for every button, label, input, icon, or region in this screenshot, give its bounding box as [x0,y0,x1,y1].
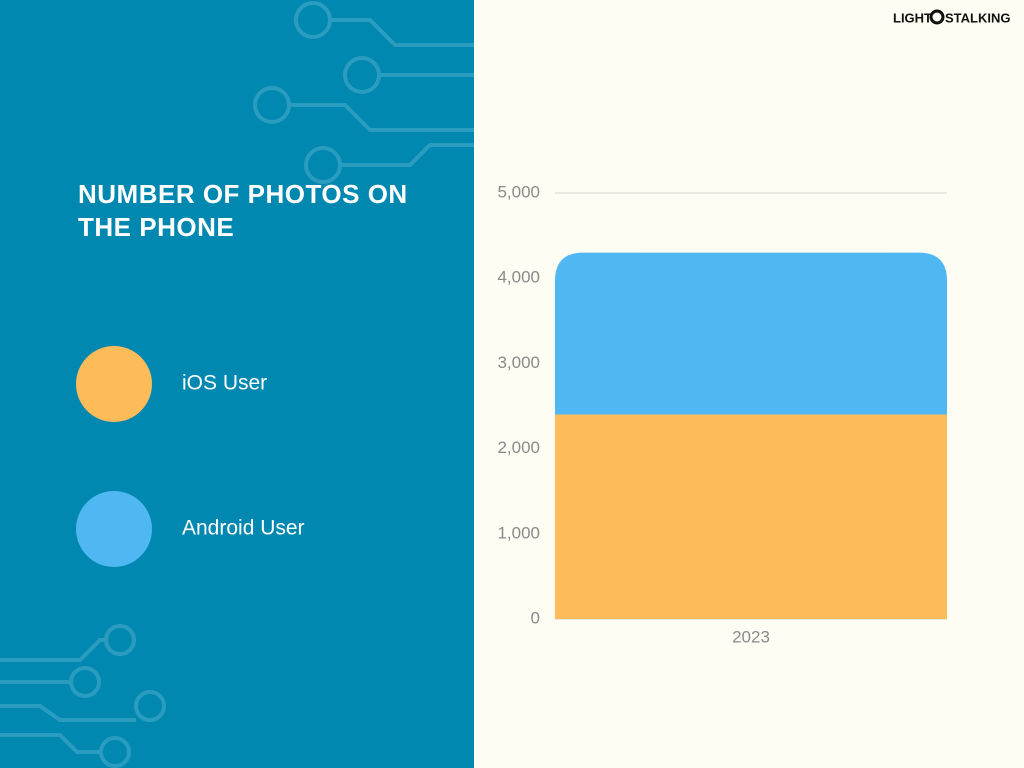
y-tick-label: 1,000 [497,523,540,542]
legend-swatch [76,491,152,567]
y-tick-label: 2,000 [497,438,540,457]
chart-title: NUMBER OF PHOTOS ON THE PHONE [78,179,408,242]
legend-label: iOS User [182,372,267,395]
circuit-decoration [0,1,474,768]
bar-segment [555,414,947,619]
title-box: NUMBER OF PHOTOS ON THE PHONE [78,179,408,242]
brand-icon [929,9,945,25]
x-tick-label: 2023 [732,627,770,646]
y-tick-label: 5,000 [497,182,540,201]
y-tick-label: 4,000 [497,268,540,287]
y-tick-label: 3,000 [497,353,540,372]
brand-right: STALKING [945,10,1010,25]
legend-label: Android User [182,517,305,540]
legend-swatch [76,346,152,422]
y-tick-label: 0 [531,608,540,627]
bar-segment [555,252,947,415]
brand-left: LIGHT [893,10,932,25]
